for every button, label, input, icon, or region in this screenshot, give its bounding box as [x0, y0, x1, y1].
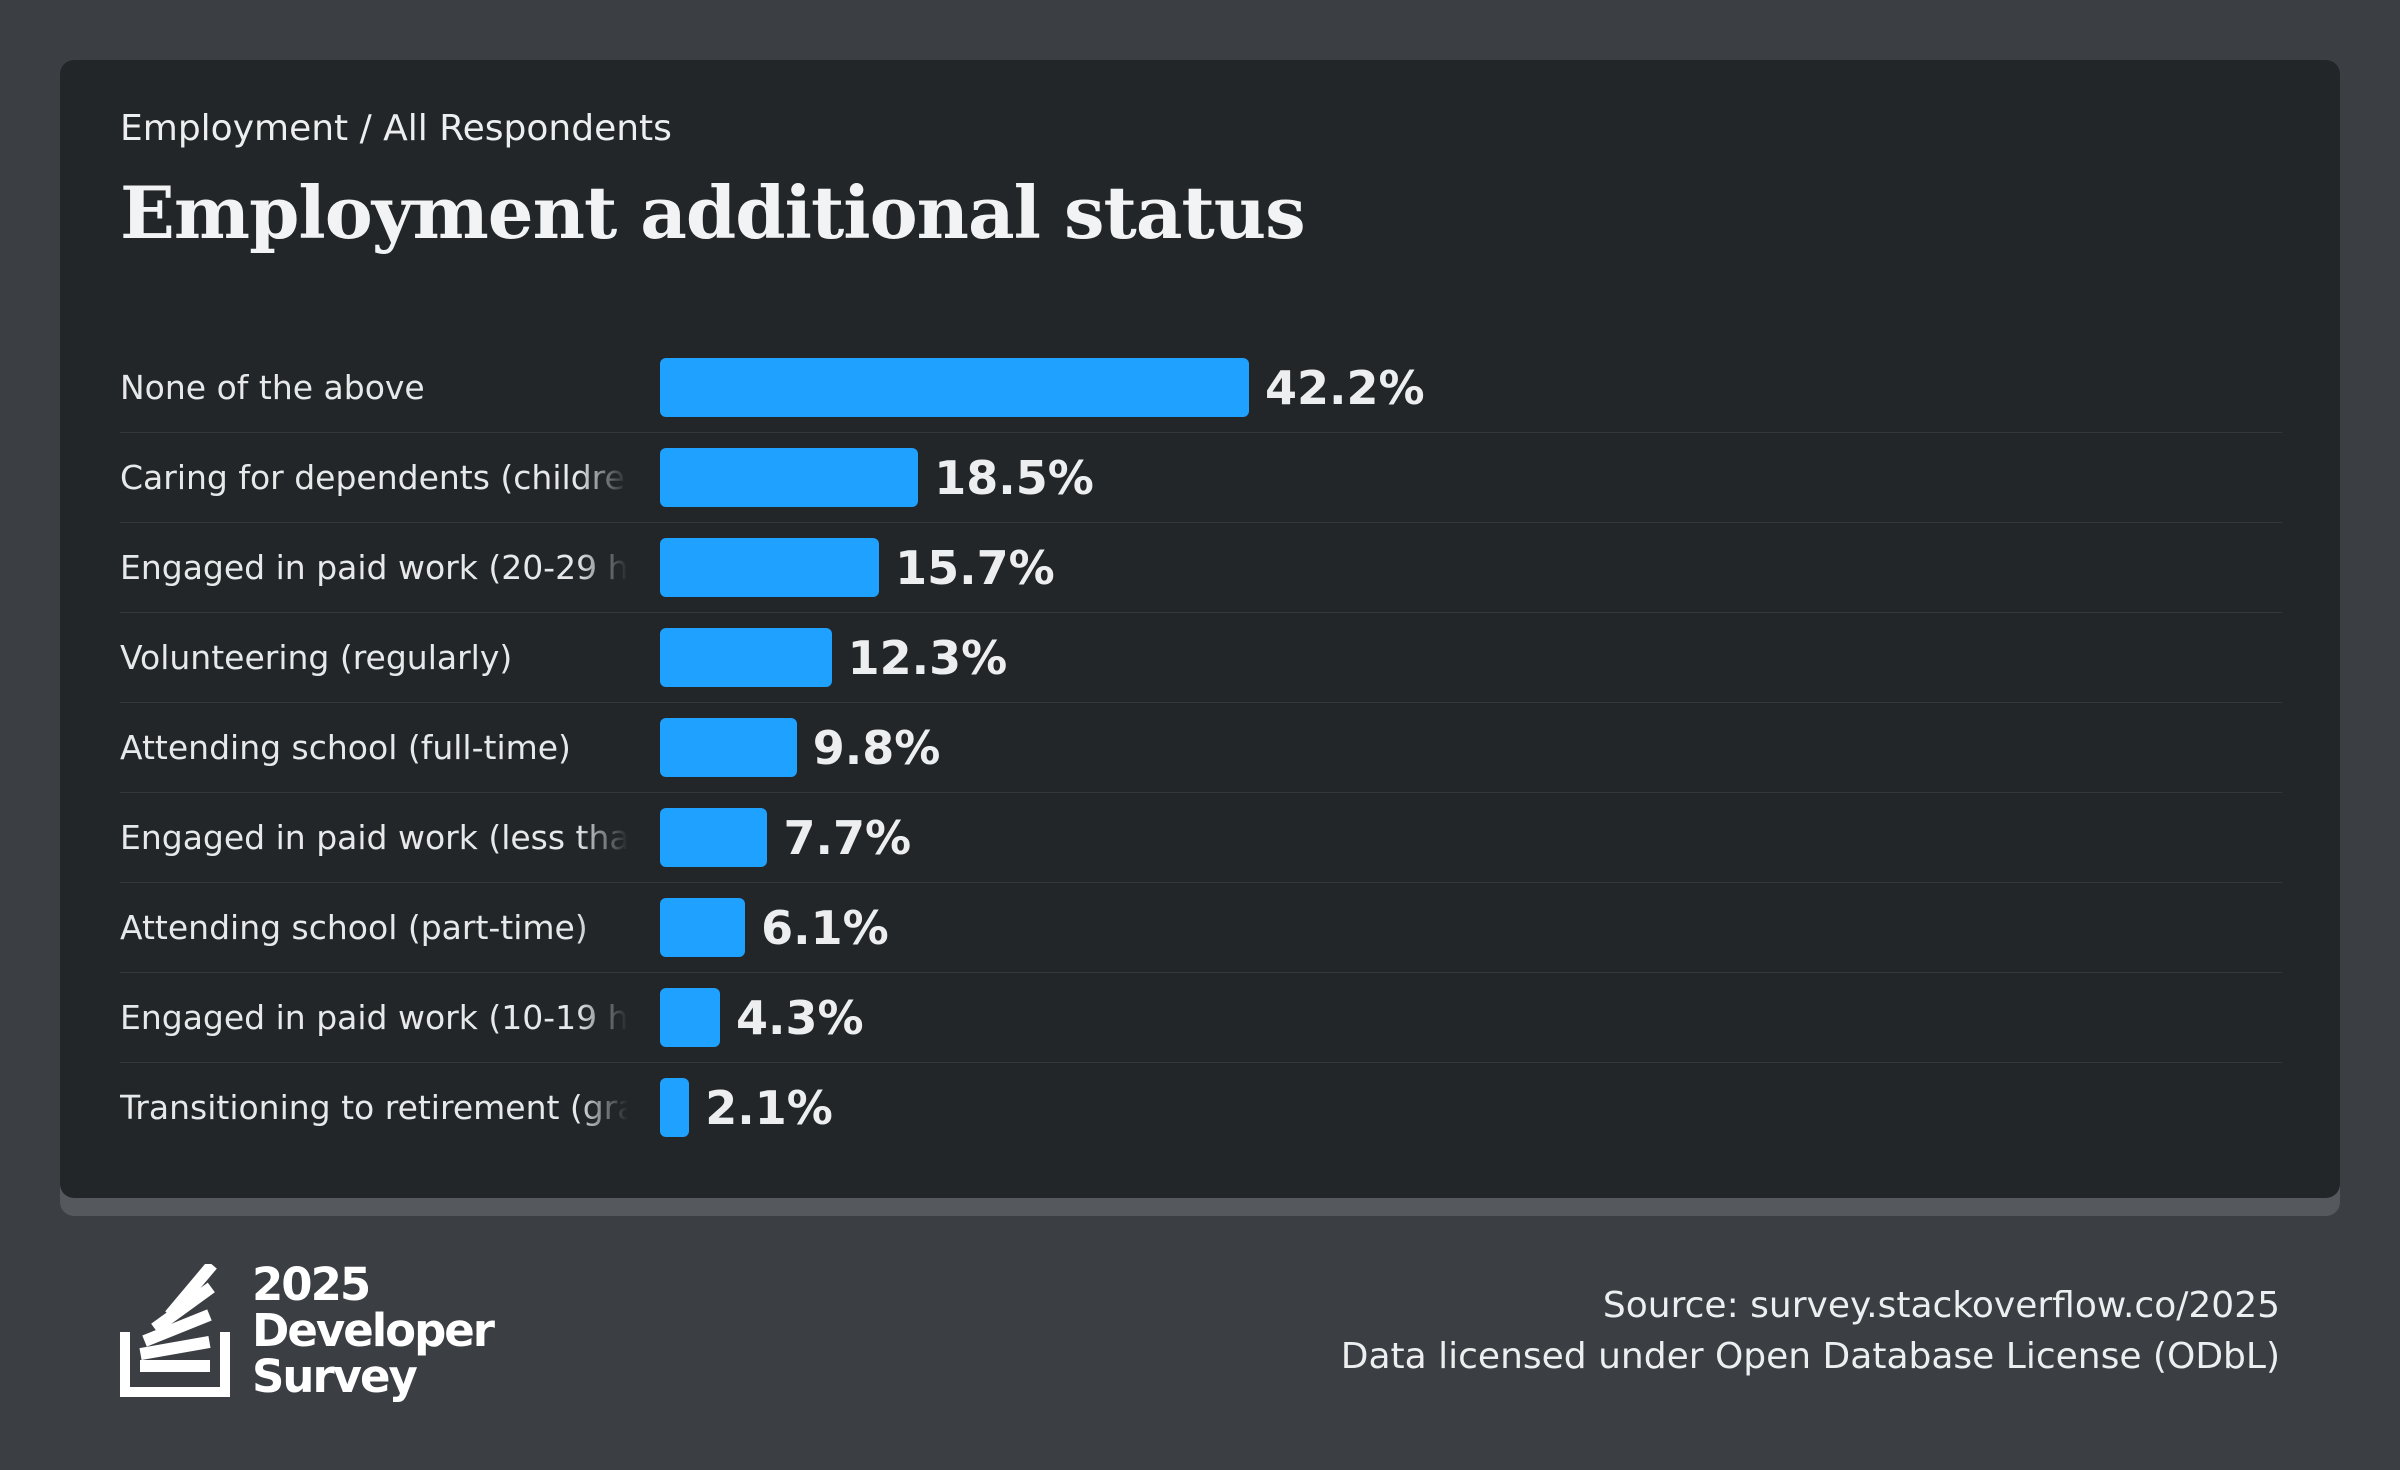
logo-text: 2025 Developer Survey: [252, 1258, 495, 1403]
bar-row: Engaged in paid work (10-19 hours per we…: [120, 973, 2282, 1063]
category-label: Volunteering (regularly): [120, 638, 513, 677]
category-label: Engaged in paid work (less than 10 hours…: [120, 818, 628, 857]
row-divider: [120, 612, 2282, 613]
license-text: Data licensed under Open Database Licens…: [1340, 1336, 2280, 1377]
survey-logo: 2025 Developer Survey: [120, 1262, 500, 1412]
bar-value-label: 2.1%: [705, 1081, 833, 1135]
source-block: Source: survey.stackoverflow.co/2025 Dat…: [1341, 1280, 2280, 1382]
category-label: Transitioning to retirement (gradually r…: [120, 1088, 628, 1127]
bar: [660, 358, 1249, 417]
row-divider: [120, 882, 2282, 883]
bar-row: None of the above 42.2%: [120, 343, 2282, 433]
bar-value-label: 15.7%: [895, 541, 1055, 595]
bar-value-label: 12.3%: [847, 631, 1008, 685]
bar-row: Attending school (part-time) 6.1%: [120, 883, 2282, 973]
bar-row: Volunteering (regularly) 12.3%: [120, 613, 2282, 703]
bar-row: Engaged in paid work (20-29 hours per we…: [120, 523, 2282, 613]
bar: [660, 898, 746, 957]
bar-value-label: 18.5%: [934, 451, 1094, 505]
row-divider: [120, 1062, 2282, 1063]
category-label: Engaged in paid work (20-29 hours per we…: [120, 548, 628, 587]
row-divider: [120, 702, 2282, 703]
category-label: Caring for dependents (children, elderly…: [120, 458, 628, 497]
bar-value-label: 6.1%: [761, 901, 889, 955]
row-divider: [120, 972, 2282, 973]
category-label: Attending school (full-time): [120, 728, 571, 767]
bar: [660, 1078, 690, 1137]
category-label: Attending school (part-time): [120, 908, 588, 947]
logo-year: 2025: [252, 1258, 371, 1311]
bar-row: Attending school (full-time) 9.8%: [120, 703, 2282, 793]
bar-row: Engaged in paid work (less than 10 hours…: [120, 793, 2282, 883]
bar: [660, 718, 797, 777]
bar-row: Transitioning to retirement (gradually r…: [120, 1063, 2282, 1153]
bar: [660, 808, 768, 867]
bar: [660, 988, 721, 1047]
category-label: Engaged in paid work (10-19 hours per we…: [120, 998, 628, 1037]
breadcrumb: Employment / All Respondents: [120, 108, 672, 149]
stack-overflow-logo-icon: [120, 1264, 230, 1397]
row-divider: [120, 432, 2282, 433]
bar-value-label: 4.3%: [736, 991, 864, 1045]
source-text: Source: survey.stackoverflow.co/2025: [1602, 1285, 2280, 1326]
category-label: None of the above: [120, 368, 425, 407]
bar-row: Caring for dependents (children, elderly…: [120, 433, 2282, 523]
row-divider: [120, 792, 2282, 793]
logo-line2: Survey: [252, 1350, 418, 1403]
bar-value-label: 7.7%: [783, 811, 912, 865]
page-title: Employment additional status: [120, 170, 1306, 255]
logo-line1: Developer: [252, 1304, 495, 1357]
bar-value-label: 42.2%: [1265, 361, 1425, 415]
bar: [660, 448, 919, 507]
row-divider: [120, 522, 2282, 523]
chart-card: Employment / All Respondents Employment …: [60, 60, 2340, 1198]
bar: [660, 538, 880, 597]
bar: [660, 628, 832, 687]
bar-value-label: 9.8%: [812, 721, 941, 775]
bar-chart: None of the above 42.2% Caring for depende…: [120, 343, 2282, 1153]
